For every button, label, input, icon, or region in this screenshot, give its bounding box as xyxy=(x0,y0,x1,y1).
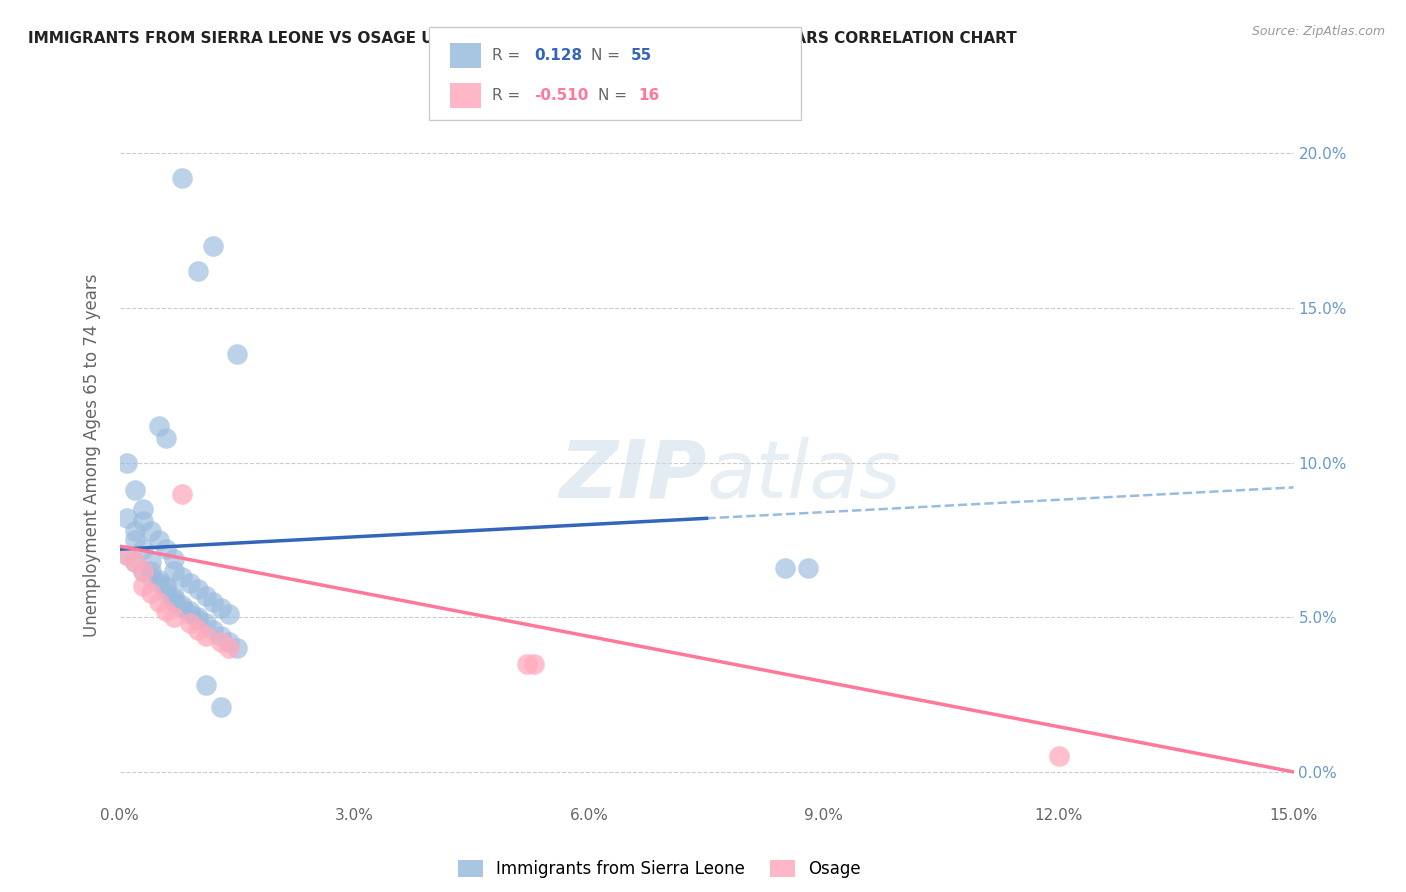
Point xyxy=(194,678,217,692)
Point xyxy=(797,561,820,575)
Text: N =: N = xyxy=(591,48,624,62)
Point xyxy=(163,551,186,566)
Point xyxy=(155,579,177,593)
Point xyxy=(148,576,170,591)
Point xyxy=(163,564,186,578)
Point xyxy=(179,604,201,618)
Point xyxy=(132,579,155,593)
Point xyxy=(179,576,201,591)
Point xyxy=(155,604,177,618)
Point xyxy=(209,635,232,649)
Point xyxy=(117,549,139,563)
Text: 55: 55 xyxy=(631,48,652,62)
Point xyxy=(218,635,240,649)
Point xyxy=(202,595,225,609)
Point xyxy=(155,431,177,445)
Point xyxy=(124,555,146,569)
Point xyxy=(773,561,796,575)
Point xyxy=(163,591,186,606)
Point xyxy=(148,533,170,547)
Text: Source: ZipAtlas.com: Source: ZipAtlas.com xyxy=(1251,25,1385,38)
Point xyxy=(209,629,232,643)
Point xyxy=(163,589,186,603)
Legend: Immigrants from Sierra Leone, Osage: Immigrants from Sierra Leone, Osage xyxy=(451,854,868,885)
Text: R =: R = xyxy=(492,88,526,103)
Point xyxy=(132,502,155,516)
Point xyxy=(139,570,162,584)
Point xyxy=(117,511,139,525)
Point xyxy=(187,613,209,627)
Point xyxy=(172,171,194,186)
Point xyxy=(1047,749,1070,764)
Text: N =: N = xyxy=(598,88,631,103)
Point xyxy=(132,515,155,529)
Text: -0.510: -0.510 xyxy=(534,88,589,103)
Point xyxy=(132,564,155,578)
Point xyxy=(523,657,546,671)
Point xyxy=(163,610,186,624)
Point xyxy=(218,641,240,656)
Point xyxy=(124,524,146,538)
Text: R =: R = xyxy=(492,48,526,62)
Text: ZIP: ZIP xyxy=(560,437,707,515)
Text: atlas: atlas xyxy=(707,437,901,515)
Point xyxy=(155,585,177,599)
Point xyxy=(148,595,170,609)
Text: 16: 16 xyxy=(638,88,659,103)
Point xyxy=(194,616,217,631)
Point xyxy=(172,598,194,612)
Point xyxy=(225,641,249,656)
Point xyxy=(172,570,194,584)
Point xyxy=(209,601,232,615)
Point xyxy=(194,589,217,603)
Point xyxy=(202,239,225,253)
Text: IMMIGRANTS FROM SIERRA LEONE VS OSAGE UNEMPLOYMENT AMONG AGES 65 TO 74 YEARS COR: IMMIGRANTS FROM SIERRA LEONE VS OSAGE UN… xyxy=(28,31,1017,46)
Point xyxy=(132,542,155,557)
Point xyxy=(187,623,209,637)
Point xyxy=(194,629,217,643)
Point xyxy=(179,616,201,631)
Point xyxy=(139,585,162,599)
Point xyxy=(148,573,170,587)
Point xyxy=(225,347,249,361)
Y-axis label: Unemployment Among Ages 65 to 74 years: Unemployment Among Ages 65 to 74 years xyxy=(83,273,101,637)
Point xyxy=(187,610,209,624)
Point xyxy=(172,486,194,500)
Point xyxy=(155,542,177,557)
Point xyxy=(117,549,139,563)
Point xyxy=(218,607,240,622)
Point xyxy=(209,700,232,714)
Point xyxy=(139,524,162,538)
Point xyxy=(139,555,162,569)
Point xyxy=(163,595,186,609)
Point xyxy=(187,582,209,597)
Point xyxy=(124,533,146,547)
Point xyxy=(117,456,139,470)
Point xyxy=(124,483,146,498)
Point xyxy=(187,264,209,278)
Point xyxy=(139,564,162,578)
Point xyxy=(132,564,155,578)
Point xyxy=(155,582,177,597)
Point xyxy=(124,555,146,569)
Point xyxy=(515,657,537,671)
Point xyxy=(202,623,225,637)
Point xyxy=(179,607,201,622)
Text: 0.128: 0.128 xyxy=(534,48,582,62)
Point xyxy=(148,418,170,433)
Point xyxy=(172,601,194,615)
